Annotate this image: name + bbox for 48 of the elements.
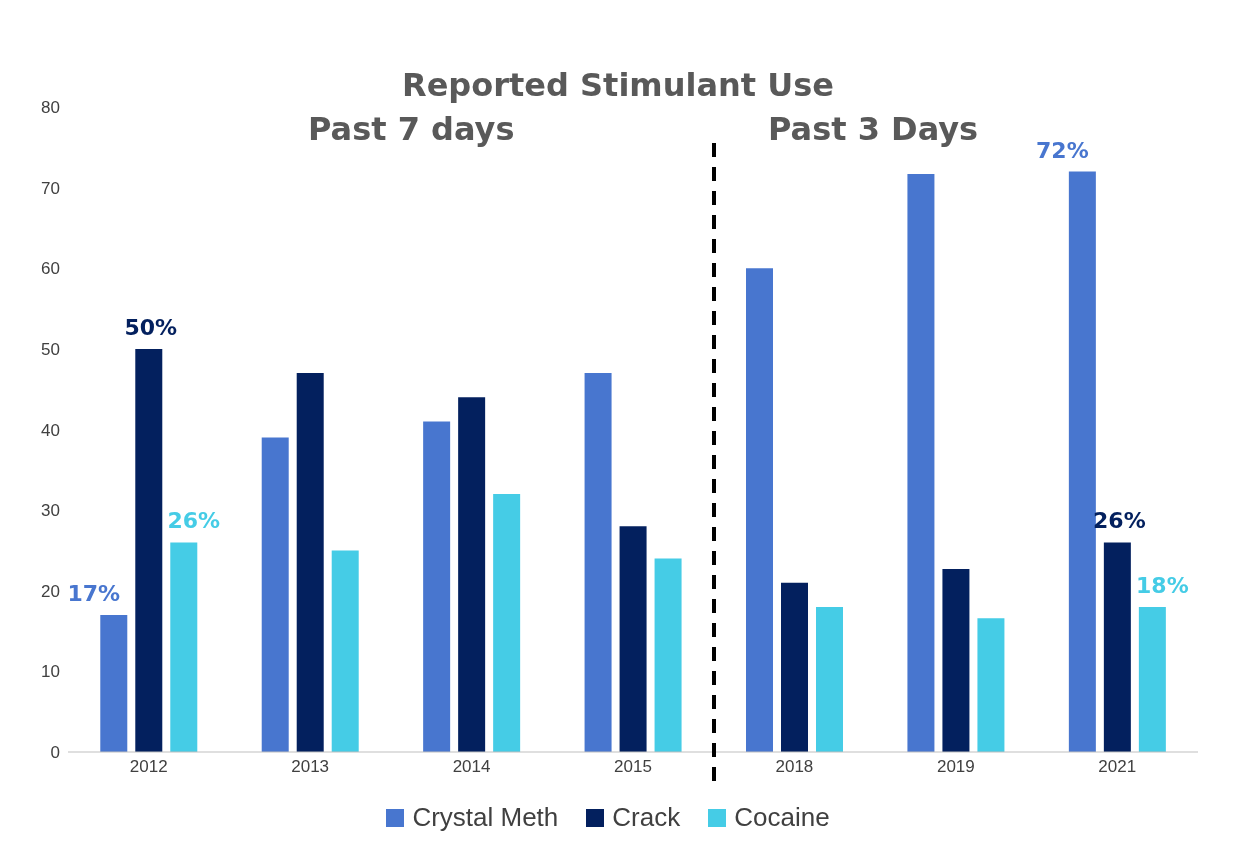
y-tick-label: 60 bbox=[41, 259, 60, 279]
legend-label: Cocaine bbox=[733, 802, 830, 833]
bar bbox=[746, 268, 773, 752]
bar bbox=[977, 618, 1005, 752]
data-label: 18% bbox=[1136, 572, 1189, 598]
x-tick-label: 2019 bbox=[936, 757, 975, 777]
bar bbox=[458, 397, 486, 752]
y-tick-label: 10 bbox=[41, 662, 60, 682]
y-tick-label: 0 bbox=[50, 743, 60, 763]
bar bbox=[1138, 606, 1166, 752]
data-label: 72% bbox=[1036, 137, 1089, 163]
annotation: Past 3 Days bbox=[768, 110, 979, 148]
bar bbox=[584, 373, 612, 752]
legend-label: Crystal Meth bbox=[411, 802, 559, 833]
data-label: 26% bbox=[167, 508, 221, 534]
y-tick-label: 70 bbox=[41, 178, 60, 198]
bar bbox=[1068, 171, 1096, 752]
bar bbox=[261, 437, 289, 752]
y-tick-label: 30 bbox=[41, 501, 60, 521]
y-tick-label: 80 bbox=[41, 98, 60, 118]
bar bbox=[296, 373, 324, 752]
bar bbox=[100, 614, 128, 752]
chart-title: Reported Stimulant Use bbox=[401, 66, 834, 104]
legend-label: Crack bbox=[611, 802, 681, 833]
x-tick-label: 2015 bbox=[614, 757, 652, 777]
x-tick-label: 2013 bbox=[291, 757, 330, 777]
bar bbox=[816, 606, 843, 752]
bar bbox=[619, 526, 647, 752]
y-tick-label: 50 bbox=[41, 339, 60, 359]
x-tick-label: 2021 bbox=[1098, 757, 1137, 777]
annotation: Past 7 days bbox=[308, 110, 515, 148]
x-tick-label: 2012 bbox=[129, 757, 168, 777]
x-tick-label: 2014 bbox=[452, 757, 491, 777]
bar bbox=[331, 550, 359, 752]
bar bbox=[654, 558, 682, 752]
bar bbox=[135, 348, 163, 752]
data-label: 17% bbox=[67, 580, 121, 606]
bar bbox=[907, 173, 935, 752]
bar bbox=[781, 582, 808, 752]
bar bbox=[1103, 542, 1131, 752]
bar bbox=[942, 568, 970, 752]
y-tick-label: 40 bbox=[41, 420, 60, 440]
bar bbox=[170, 542, 198, 752]
bar bbox=[423, 421, 451, 752]
data-label: 50% bbox=[124, 314, 178, 340]
x-tick-label: 2018 bbox=[775, 757, 814, 777]
y-tick-label: 20 bbox=[41, 581, 60, 601]
bar bbox=[493, 494, 521, 752]
